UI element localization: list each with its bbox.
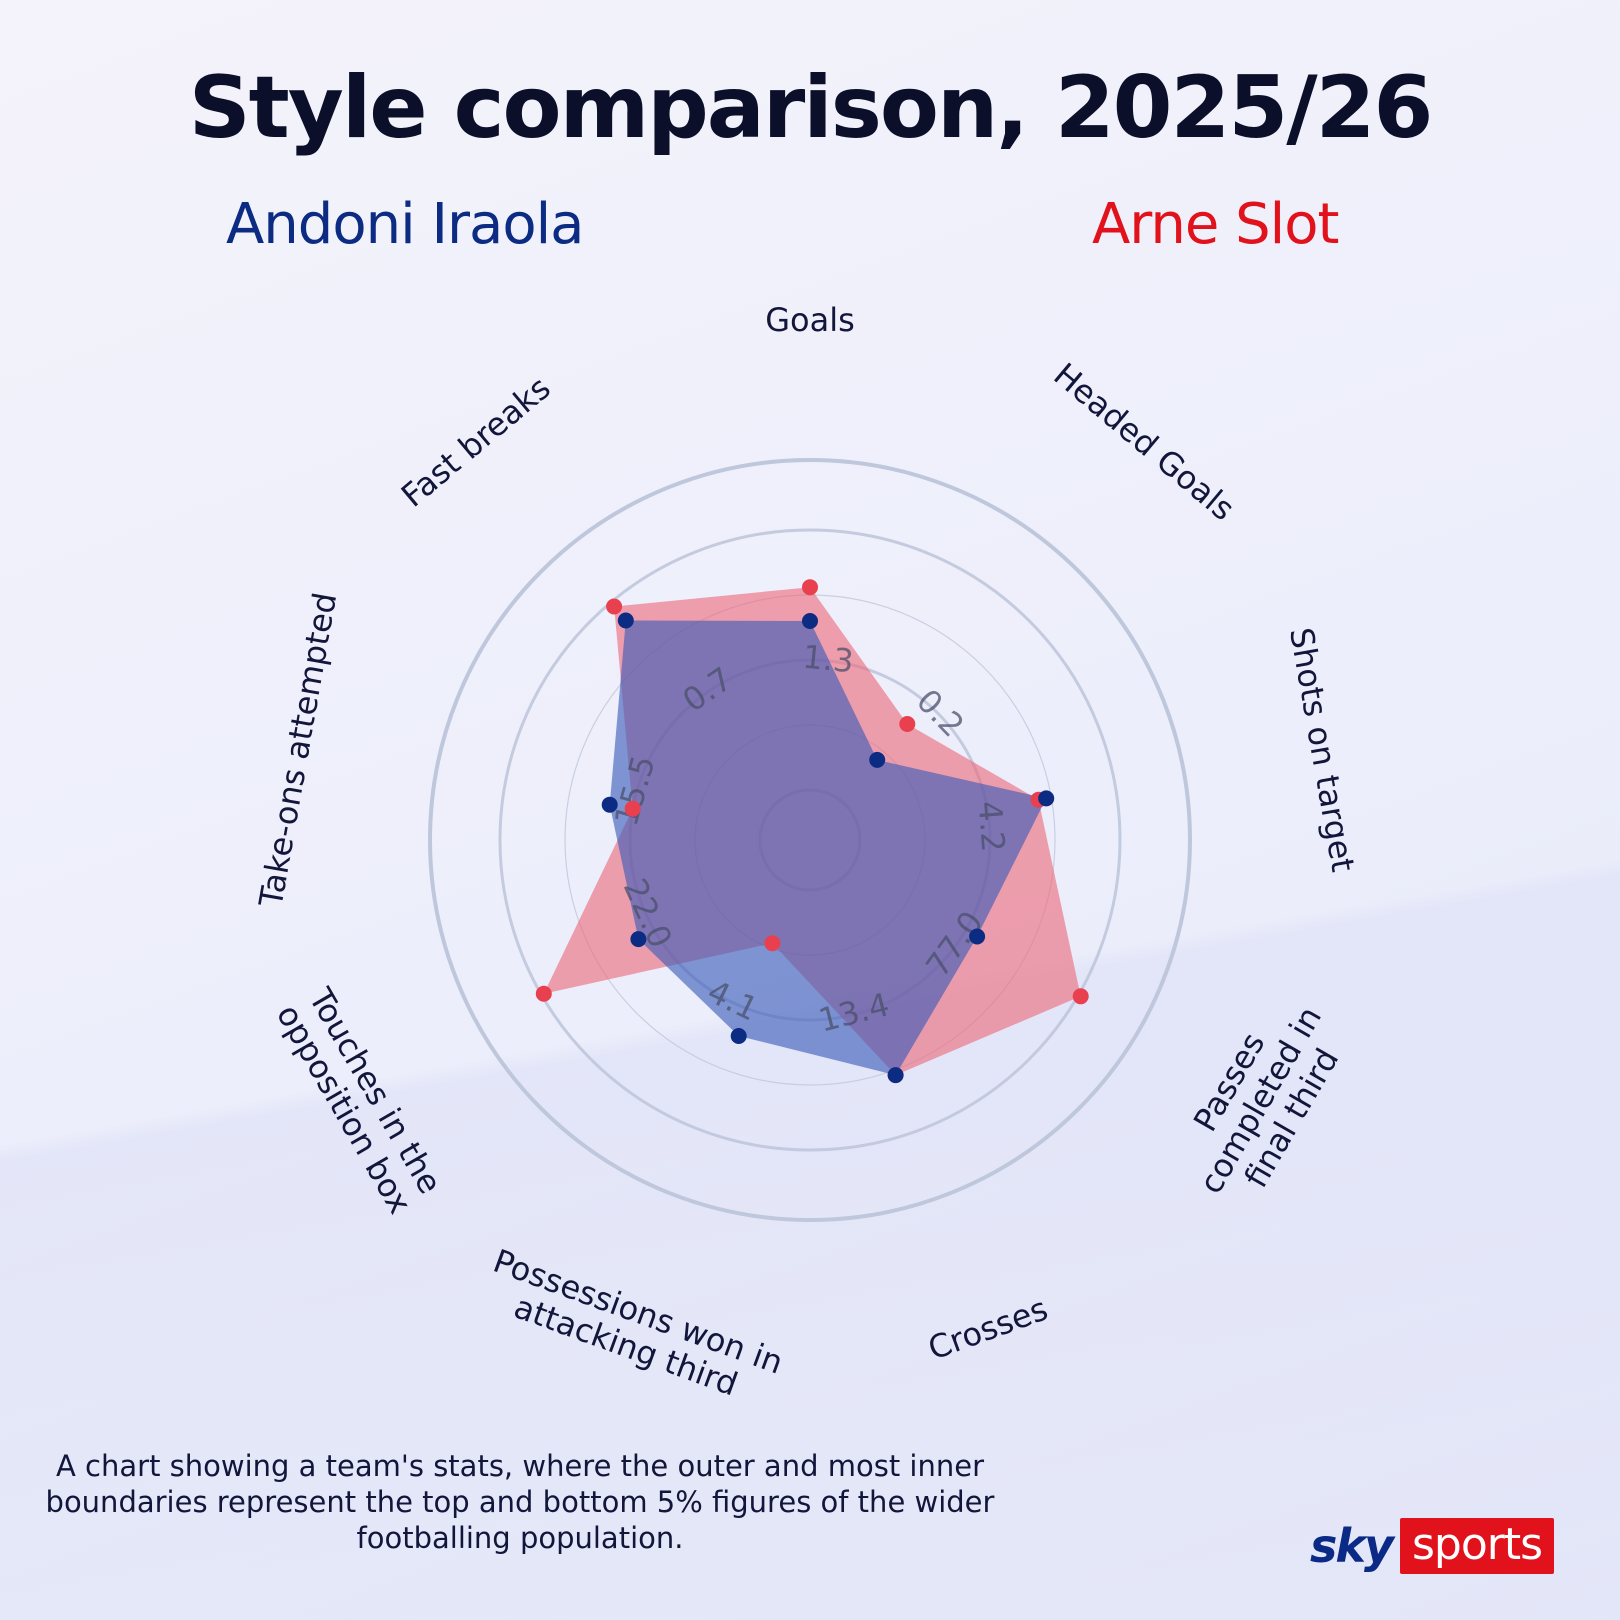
point-andoni-iraola-passes-completed-in-final-third [969, 928, 986, 945]
axis-label-passes-completed-in-final-third: Passescompleted infinal third [1160, 982, 1360, 1218]
tick-label-goals: 1.3 [801, 637, 855, 680]
logo-sports-text: sports [1399, 1518, 1555, 1574]
point-arne-slot-take-ons-attempted [624, 800, 641, 817]
axis-label-fast-breaks: Fast breaks [394, 369, 558, 515]
logo-sky-text: sky [1310, 1519, 1394, 1573]
point-andoni-iraola-take-ons-attempted [601, 796, 618, 813]
radar-polygons [543, 587, 1081, 1076]
axis-label-goals: Goals [765, 301, 855, 339]
chart-title: Style comparison, 2025/26 [188, 58, 1434, 158]
point-arne-slot-goals [802, 579, 818, 596]
point-andoni-iraola-goals [802, 613, 818, 629]
axis-label-headed-goals: Headed Goals [1046, 355, 1242, 528]
point-arne-slot-headed-goals [899, 716, 916, 732]
radar-points [535, 579, 1089, 1084]
point-arne-slot-possessions-won-in-attacking-third [764, 935, 781, 952]
point-andoni-iraola-fast-breaks [617, 612, 634, 629]
series-area-andoni-iraola [609, 620, 1047, 1076]
point-andoni-iraola-possessions-won-in-attacking-third [730, 1028, 747, 1044]
point-arne-slot-passes-completed-in-final-third [1072, 988, 1089, 1005]
team-a-name: Andoni Iraola [226, 192, 584, 257]
team-b-name: Arne Slot [1092, 192, 1339, 257]
footnote: A chart showing a team's stats, where th… [45, 1449, 995, 1555]
point-andoni-iraola-headed-goals [869, 751, 886, 768]
sky-sports-logo: sky sports [1310, 1518, 1555, 1574]
axis-label-shots-on-target: Shots on target [1282, 625, 1362, 875]
tick-label-shots-on-target: 4.2 [971, 800, 1013, 854]
point-arne-slot-fast-breaks [606, 598, 623, 615]
axis-label-take-ons-attempted: Take-ons attempted [251, 590, 344, 911]
point-arne-slot-touches-in-the-opposition-box [535, 985, 552, 1002]
point-andoni-iraola-touches-in-the-opposition-box [630, 931, 647, 948]
radar-ring-4 [498, 528, 1122, 1152]
point-andoni-iraola-shots-on-target [1038, 790, 1055, 807]
point-andoni-iraola-crosses [887, 1067, 904, 1084]
axis-label-possessions-won-in-attacking-third: Possessions won inattacking third [476, 1242, 788, 1416]
axis-label-crosses: Crosses [923, 1290, 1053, 1368]
axis-label-touches-in-the-opposition-box: Touches in theopposition box [269, 980, 450, 1220]
radar-ring-5 [428, 458, 1192, 1222]
